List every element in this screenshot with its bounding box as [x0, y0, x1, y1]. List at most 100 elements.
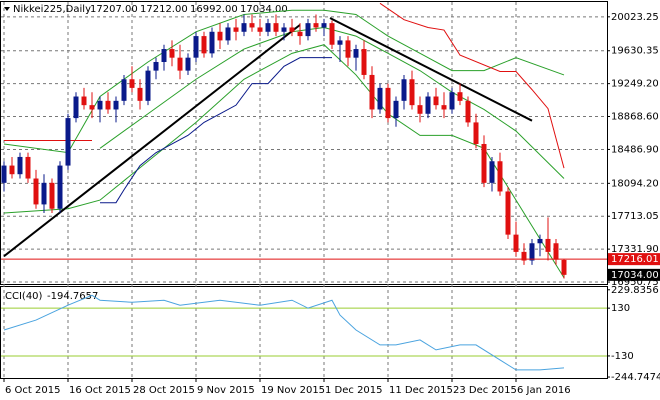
candle-body	[505, 191, 511, 235]
level-label: 17216.01	[611, 254, 659, 265]
candle-body	[81, 96, 87, 106]
candle-body	[289, 27, 295, 32]
candle-body	[97, 100, 103, 110]
y-tick-label: 18486.90	[611, 144, 659, 155]
candle-body	[473, 122, 479, 144]
y-tick-label: 16950.75	[611, 277, 659, 288]
header-close: 17034.00	[240, 4, 288, 15]
y-tick-label: 20023.25	[611, 12, 659, 23]
candle-body	[153, 61, 159, 71]
candle-body	[17, 156, 23, 175]
line	[100, 57, 332, 204]
candle-body	[249, 23, 255, 28]
candle-body	[481, 143, 487, 183]
candle-body	[393, 100, 399, 119]
candle-body	[497, 161, 503, 192]
candle-body	[273, 23, 279, 32]
x-tick-label: 6 Oct 2015	[5, 385, 60, 396]
cci-value: -194.7657	[47, 291, 98, 302]
candle-body	[489, 161, 495, 183]
candle-body	[521, 251, 527, 261]
candle-body	[49, 182, 55, 209]
candle-body	[257, 27, 263, 32]
candle-body	[329, 23, 335, 45]
y-tick-label: -244.7474	[611, 372, 660, 383]
line	[3, 44, 565, 279]
line	[3, 294, 565, 371]
candle-body	[9, 165, 15, 175]
candle-body	[337, 40, 343, 45]
y-tick-label: 18094.20	[611, 178, 659, 189]
candle-body	[353, 49, 359, 58]
candle-body	[465, 100, 471, 123]
x-tick-label: 1 Dec 2015	[325, 385, 383, 396]
candle-body	[41, 182, 47, 205]
chart-title: Nikkei225,Daily	[13, 4, 91, 15]
candle-body	[561, 259, 567, 275]
y-tick-label: 19630.35	[611, 46, 659, 57]
candle-body	[161, 49, 167, 62]
y-tick-label: 229.8356	[611, 285, 659, 296]
level-box	[608, 253, 660, 266]
x-tick-label: 6 Jan 2016	[517, 385, 571, 396]
candle-body	[281, 27, 287, 32]
candle-body	[265, 23, 271, 32]
x-tick-label: 16 Oct 2015	[69, 385, 131, 396]
candle-body	[169, 49, 175, 58]
line	[3, 24, 301, 257]
candle-body	[25, 156, 31, 179]
candle-body	[105, 100, 111, 110]
candle-body	[361, 49, 367, 75]
candle-body	[369, 74, 375, 110]
candle-body	[193, 36, 199, 58]
candle-body	[129, 79, 135, 88]
candle-body	[321, 23, 327, 28]
line	[99, 26, 565, 179]
y-tick-label: 18868.60	[611, 111, 659, 122]
candle-body	[425, 96, 431, 114]
candle-body	[209, 31, 215, 54]
candle-body	[113, 100, 119, 110]
line	[379, 2, 565, 169]
candle-body	[449, 92, 455, 110]
candle-body	[377, 87, 383, 110]
candle-body	[217, 31, 223, 41]
candle-body	[529, 243, 535, 261]
header-low: 16992.00	[190, 4, 238, 15]
header-high: 17212.00	[140, 4, 188, 15]
candle-body	[73, 96, 79, 119]
candle-body	[177, 57, 183, 71]
main-panel	[0, 1, 608, 285]
y-tick-label: 17331.90	[611, 244, 659, 255]
candle-body	[553, 243, 559, 260]
y-tick-label: 130	[611, 303, 630, 314]
candle-body	[409, 79, 415, 106]
candle-body	[385, 87, 391, 119]
candle-body	[89, 105, 95, 110]
y-tick-label: 19249.20	[611, 79, 659, 90]
candle-body	[57, 165, 63, 209]
line	[3, 9, 565, 154]
candle-body	[297, 31, 303, 37]
candle-body	[241, 23, 247, 32]
x-tick-label: 19 Nov 2015	[261, 385, 325, 396]
header-open: 17207.00	[90, 4, 138, 15]
x-tick-label: 9 Nov 2015	[197, 385, 255, 396]
candle-body	[545, 238, 551, 252]
cci-panel	[0, 286, 608, 379]
line	[329, 17, 533, 122]
candle-body	[441, 105, 447, 110]
candle-body	[417, 105, 423, 114]
candle-body	[305, 23, 311, 37]
level-box	[608, 268, 660, 281]
candle-body	[225, 27, 231, 41]
cci-title: CCI(40)	[5, 291, 43, 302]
level-label: 17034.00	[611, 270, 659, 281]
candle-body	[33, 178, 39, 205]
candle-body	[233, 27, 239, 32]
candle-body	[401, 79, 407, 101]
candle-body	[457, 92, 463, 101]
x-tick-label: 11 Dec 2015	[389, 385, 453, 396]
